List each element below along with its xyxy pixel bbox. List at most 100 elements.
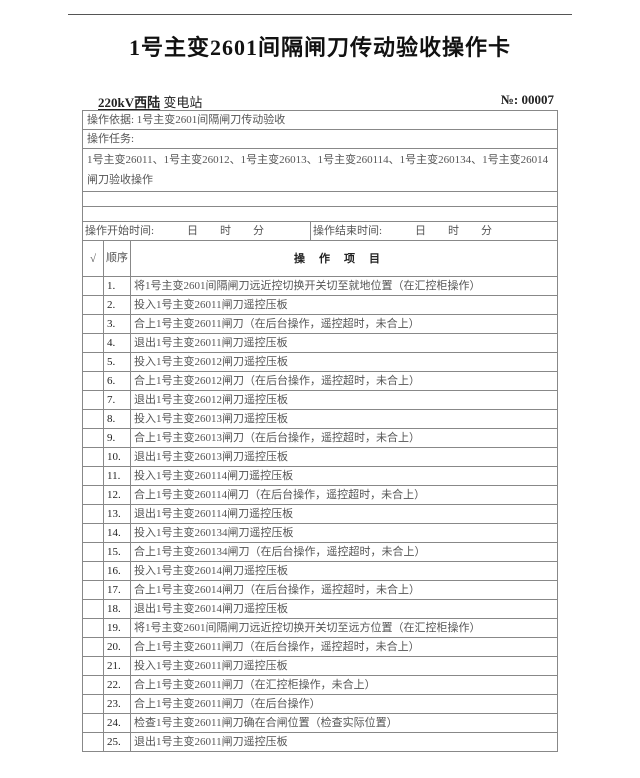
table-row: 24. 检查1号主变26011闸刀确在合闸位置（检查实际位置） bbox=[82, 713, 558, 733]
seq-cell: 8. bbox=[103, 409, 131, 429]
table-row: 7. 退出1号主变26012闸刀遥控压板 bbox=[82, 390, 558, 410]
seq-cell: 19. bbox=[103, 618, 131, 638]
header-item: 操作项目 bbox=[130, 240, 558, 277]
start-time: 操作开始时间: 日 时 分 bbox=[82, 221, 311, 241]
page-title: 1号主变2601间隔闸刀传动验收操作卡 bbox=[128, 35, 511, 60]
table-row: 23. 合上1号主变26011闸刀（在后台操作） bbox=[82, 694, 558, 714]
table-row: 16. 投入1号主变26014闸刀遥控压板 bbox=[82, 561, 558, 581]
item-cell: 合上1号主变26014闸刀（在后台操作，遥控超时，未合上） bbox=[130, 580, 558, 600]
check-cell[interactable] bbox=[82, 333, 104, 353]
seq-cell: 23. bbox=[103, 694, 131, 714]
end-time: 操作结束时间: 日 时 分 bbox=[310, 221, 558, 241]
table-row: 18. 退出1号主变26014闸刀遥控压板 bbox=[82, 599, 558, 619]
item-cell: 合上1号主变26011闸刀（在后台操作，遥控超时，未合上） bbox=[130, 314, 558, 334]
item-cell: 退出1号主变26013闸刀遥控压板 bbox=[130, 447, 558, 467]
serial-number: №: 00007 bbox=[500, 92, 554, 107]
seq-cell: 13. bbox=[103, 504, 131, 524]
seq-cell: 20. bbox=[103, 637, 131, 657]
operation-basis: 操作依据: 1号主变2601间隔闸刀传动验收 bbox=[82, 110, 558, 130]
task-text: 1号主变26011、1号主变26012、1号主变26013、1号主变260114… bbox=[82, 148, 558, 192]
table-row: 14. 投入1号主变260134闸刀遥控压板 bbox=[82, 523, 558, 543]
table-row: 15. 合上1号主变260134闸刀（在后台操作，遥控超时，未合上） bbox=[82, 542, 558, 562]
item-cell: 投入1号主变260114闸刀遥控压板 bbox=[130, 466, 558, 486]
seq-cell: 24. bbox=[103, 713, 131, 733]
table-row: 9. 合上1号主变26013闸刀（在后台操作，遥控超时，未合上） bbox=[82, 428, 558, 448]
check-cell[interactable] bbox=[82, 371, 104, 391]
top-rule bbox=[68, 14, 572, 15]
station-suffix: 变电站 bbox=[163, 95, 203, 110]
seq-cell: 14. bbox=[103, 523, 131, 543]
check-cell[interactable] bbox=[82, 580, 104, 600]
check-cell[interactable] bbox=[82, 504, 104, 524]
table-row: 25. 退出1号主变26011闸刀遥控压板 bbox=[82, 732, 558, 752]
item-cell: 合上1号主变26011闸刀（在后台操作） bbox=[130, 694, 558, 714]
check-cell[interactable] bbox=[82, 295, 104, 315]
header-seq: 顺序 bbox=[103, 240, 131, 277]
seq-cell: 15. bbox=[103, 542, 131, 562]
seq-cell: 18. bbox=[103, 599, 131, 619]
seq-cell: 2. bbox=[103, 295, 131, 315]
table-row: 12. 合上1号主变260114闸刀（在后台操作，遥控超时，未合上） bbox=[82, 485, 558, 505]
check-cell[interactable] bbox=[82, 637, 104, 657]
item-cell: 将1号主变2601间隔闸刀远近控切换开关切至就地位置（在汇控柜操作） bbox=[130, 276, 558, 296]
item-cell: 将1号主变2601间隔闸刀远近控切换开关切至远方位置（在汇控柜操作） bbox=[130, 618, 558, 638]
seq-cell: 5. bbox=[103, 352, 131, 372]
seq-cell: 22. bbox=[103, 675, 131, 695]
check-cell[interactable] bbox=[82, 656, 104, 676]
check-cell[interactable] bbox=[82, 428, 104, 448]
seq-cell: 6. bbox=[103, 371, 131, 391]
item-cell: 投入1号主变26011闸刀遥控压板 bbox=[130, 295, 558, 315]
check-cell[interactable] bbox=[82, 618, 104, 638]
table-row: 21. 投入1号主变26011闸刀遥控压板 bbox=[82, 656, 558, 676]
seq-cell: 17. bbox=[103, 580, 131, 600]
seq-cell: 1. bbox=[103, 276, 131, 296]
check-cell[interactable] bbox=[82, 675, 104, 695]
seq-cell: 3. bbox=[103, 314, 131, 334]
check-cell[interactable] bbox=[82, 542, 104, 562]
task-label: 操作任务: bbox=[82, 129, 558, 149]
item-cell: 投入1号主变26014闸刀遥控压板 bbox=[130, 561, 558, 581]
item-cell: 投入1号主变26013闸刀遥控压板 bbox=[130, 409, 558, 429]
table-row: 2. 投入1号主变26011闸刀遥控压板 bbox=[82, 295, 558, 315]
check-cell[interactable] bbox=[82, 561, 104, 581]
table-row: 19. 将1号主变2601间隔闸刀远近控切换开关切至远方位置（在汇控柜操作） bbox=[82, 618, 558, 638]
table-row: 1. 将1号主变2601间隔闸刀远近控切换开关切至就地位置（在汇控柜操作） bbox=[82, 276, 558, 296]
item-cell: 投入1号主变26012闸刀遥控压板 bbox=[130, 352, 558, 372]
seq-cell: 16. bbox=[103, 561, 131, 581]
table-row: 5. 投入1号主变26012闸刀遥控压板 bbox=[82, 352, 558, 372]
check-cell[interactable] bbox=[82, 694, 104, 714]
check-cell[interactable] bbox=[82, 276, 104, 296]
seq-cell: 12. bbox=[103, 485, 131, 505]
seq-cell: 4. bbox=[103, 333, 131, 353]
seq-cell: 21. bbox=[103, 656, 131, 676]
check-cell[interactable] bbox=[82, 485, 104, 505]
item-cell: 投入1号主变260134闸刀遥控压板 bbox=[130, 523, 558, 543]
table-row: 13. 退出1号主变260114闸刀遥控压板 bbox=[82, 504, 558, 524]
table-row: 20. 合上1号主变26011闸刀（在后台操作，遥控超时，未合上） bbox=[82, 637, 558, 657]
seq-cell: 7. bbox=[103, 390, 131, 410]
blank-row bbox=[82, 206, 558, 222]
table-row: 10. 退出1号主变26013闸刀遥控压板 bbox=[82, 447, 558, 467]
item-cell: 退出1号主变260114闸刀遥控压板 bbox=[130, 504, 558, 524]
check-cell[interactable] bbox=[82, 732, 104, 752]
seq-cell: 25. bbox=[103, 732, 131, 752]
check-cell[interactable] bbox=[82, 599, 104, 619]
operation-table: 操作依据: 1号主变2601间隔闸刀传动验收 操作任务: 1号主变26011、1… bbox=[82, 110, 558, 752]
check-cell[interactable] bbox=[82, 390, 104, 410]
check-cell[interactable] bbox=[82, 447, 104, 467]
item-cell: 合上1号主变26012闸刀（在后台操作，遥控超时，未合上） bbox=[130, 371, 558, 391]
table-row: 22. 合上1号主变26011闸刀（在汇控柜操作，未合上） bbox=[82, 675, 558, 695]
check-cell[interactable] bbox=[82, 466, 104, 486]
check-cell[interactable] bbox=[82, 352, 104, 372]
table-row: 17. 合上1号主变26014闸刀（在后台操作，遥控超时，未合上） bbox=[82, 580, 558, 600]
seq-cell: 9. bbox=[103, 428, 131, 448]
item-cell: 合上1号主变26013闸刀（在后台操作，遥控超时，未合上） bbox=[130, 428, 558, 448]
check-cell[interactable] bbox=[82, 523, 104, 543]
check-cell[interactable] bbox=[82, 409, 104, 429]
item-cell: 退出1号主变26011闸刀遥控压板 bbox=[130, 333, 558, 353]
station-label: 220kV西陆 变电站 bbox=[98, 92, 202, 111]
table-row: 11. 投入1号主变260114闸刀遥控压板 bbox=[82, 466, 558, 486]
check-cell[interactable] bbox=[82, 713, 104, 733]
check-cell[interactable] bbox=[82, 314, 104, 334]
table-row: 8. 投入1号主变26013闸刀遥控压板 bbox=[82, 409, 558, 429]
